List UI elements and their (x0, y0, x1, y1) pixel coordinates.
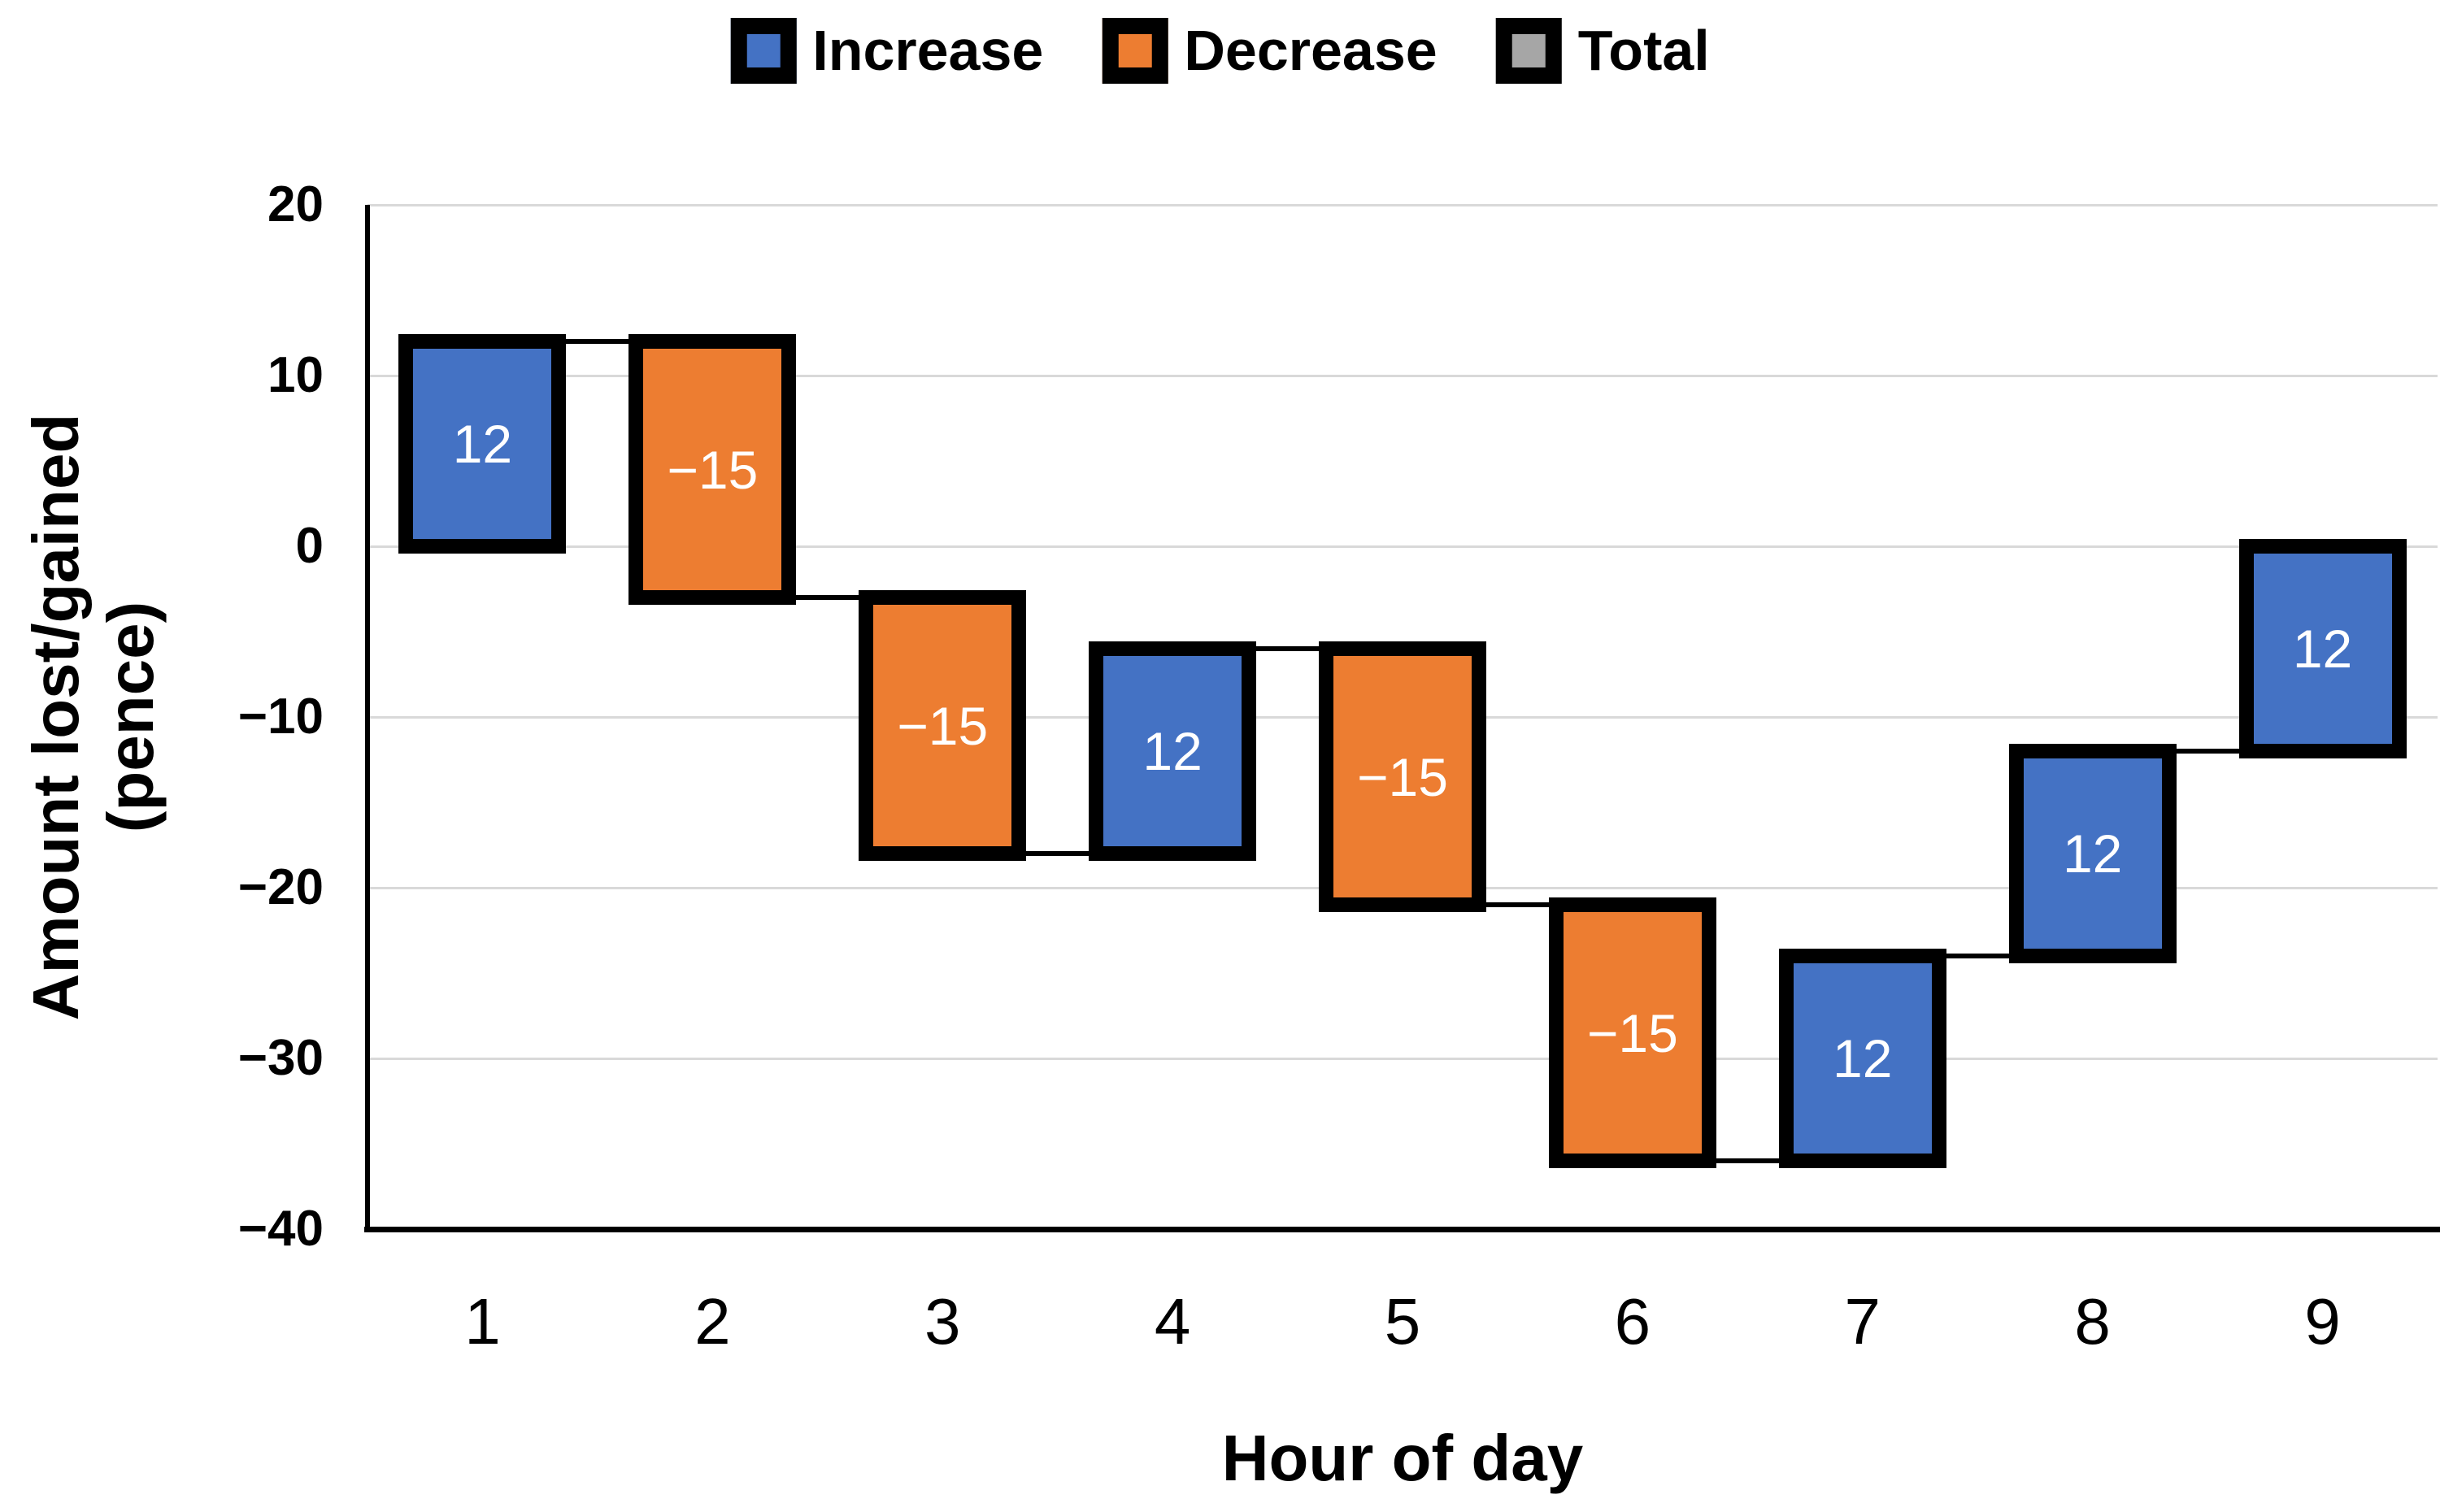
x-tick-label-8: 8 (2074, 1285, 2111, 1358)
x-tick-label-6: 6 (1614, 1285, 1651, 1358)
y-tick-label--10: −10 (237, 689, 324, 745)
legend-item-total: Total (1495, 16, 1710, 85)
bar-hour-4: 12 (1089, 641, 1257, 861)
x-tick-label-9: 9 (2304, 1285, 2341, 1358)
bar-hour-2: −15 (628, 334, 797, 605)
legend: Increase Decrease Total (730, 16, 1710, 85)
legend-swatch-increase (730, 17, 797, 84)
connector-1-2 (566, 339, 629, 344)
bar-value-label: −15 (1357, 746, 1448, 807)
gridline-y0 (368, 545, 2438, 548)
bar-value-label: 12 (2062, 823, 2123, 884)
x-tick-label-4: 4 (1154, 1285, 1191, 1358)
legend-label-decrease: Decrease (1184, 19, 1437, 82)
legend-item-decrease: Decrease (1102, 16, 1437, 85)
bar-value-label: 12 (2292, 619, 2353, 679)
y-axis-line (365, 205, 370, 1229)
y-tick-label-0: 0 (295, 518, 324, 574)
connector-3-4 (1026, 851, 1090, 856)
x-tick-label-1: 1 (464, 1285, 501, 1358)
bar-hour-5: −15 (1319, 641, 1486, 912)
gridline-y20 (368, 203, 2438, 206)
connector-4-5 (1256, 646, 1319, 651)
bar-hour-6: −15 (1548, 897, 1716, 1168)
connector-2-3 (796, 595, 859, 600)
connector-6-7 (1716, 1158, 1779, 1163)
legend-swatch-total (1495, 17, 1562, 84)
x-tick-label-2: 2 (694, 1285, 731, 1358)
gridline-y-30 (368, 1057, 2438, 1060)
bar-hour-9: 12 (2238, 539, 2407, 758)
bar-value-label: 12 (452, 414, 513, 474)
x-tick-label-5: 5 (1384, 1285, 1421, 1358)
bar-hour-7: 12 (1778, 949, 1946, 1168)
legend-item-increase: Increase (730, 16, 1043, 85)
bar-hour-1: 12 (398, 334, 567, 554)
connector-8-9 (2176, 749, 2239, 754)
y-tick-label--40: −40 (237, 1201, 324, 1257)
gridline-y10 (368, 374, 2438, 377)
bar-value-label: −15 (1586, 1002, 1678, 1063)
y-tick-label--30: −30 (237, 1030, 324, 1086)
x-tick-label-7: 7 (1844, 1285, 1881, 1358)
bar-value-label: 12 (1833, 1028, 1893, 1088)
y-tick-label--20: −20 (237, 859, 324, 915)
x-axis-title: Hour of day (1221, 1422, 1584, 1494)
x-axis-line (364, 1227, 2440, 1232)
y-tick-label-20: 20 (267, 176, 324, 232)
bar-value-label: −15 (897, 695, 989, 756)
x-tick-label-3: 3 (924, 1285, 961, 1358)
bar-value-label: 12 (1142, 721, 1203, 781)
legend-label-total: Total (1577, 19, 1710, 82)
bar-hour-8: 12 (2008, 744, 2177, 963)
connector-7-8 (1946, 954, 2009, 958)
bar-hour-3: −15 (859, 590, 1027, 861)
bar-value-label: −15 (667, 439, 759, 500)
legend-swatch-decrease (1102, 17, 1168, 84)
y-tick-label-10: 10 (267, 347, 324, 403)
legend-label-increase: Increase (812, 19, 1044, 82)
connector-5-6 (1486, 902, 1549, 907)
